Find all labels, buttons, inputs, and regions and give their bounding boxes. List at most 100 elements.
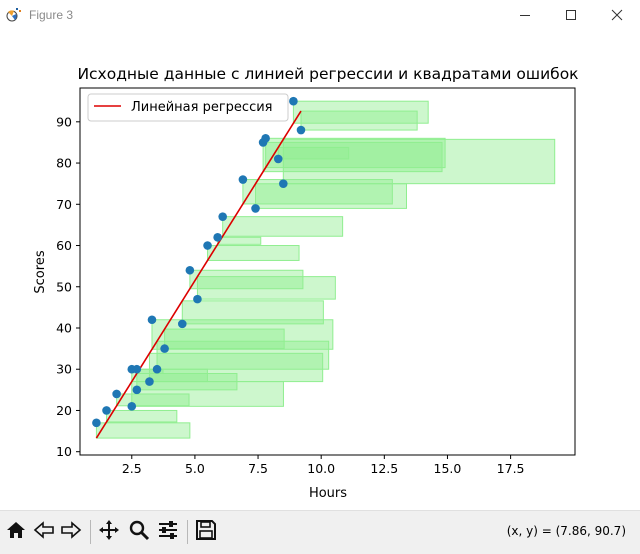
- navigation-toolbar: (x, y) = (7.86, 90.7): [0, 510, 640, 554]
- scatter-point: [92, 418, 101, 428]
- y-tick-label: 10: [56, 444, 72, 459]
- scatter-point: [147, 315, 157, 325]
- minimize-icon: [519, 6, 531, 25]
- error-square: [181, 300, 324, 325]
- y-tick-label: 80: [56, 156, 72, 171]
- y-axis-ticks: 10 20 30 40 50 60 70 80 90: [56, 114, 80, 459]
- maximize-icon: [565, 6, 577, 25]
- x-tick-label: 12.5: [370, 461, 398, 476]
- scatter-point: [102, 406, 111, 415]
- error-square: [277, 146, 350, 160]
- home-button[interactable]: [3, 519, 29, 545]
- scatter-point: [112, 389, 121, 399]
- scatter-point: [160, 344, 169, 353]
- error-square: [164, 328, 285, 350]
- y-tick-label: 30: [56, 362, 72, 377]
- error-square: [300, 110, 418, 131]
- y-tick-label: 60: [56, 238, 72, 253]
- back-button[interactable]: [31, 519, 57, 545]
- x-tick-label: 5.0: [185, 461, 205, 476]
- y-tick-label: 20: [56, 403, 72, 418]
- pan-button[interactable]: [96, 519, 122, 545]
- scatter-point: [193, 294, 202, 304]
- scatter-point: [177, 319, 187, 329]
- forward-button[interactable]: [58, 519, 84, 545]
- scatter-point: [296, 125, 306, 135]
- configure-subplots-button[interactable]: [155, 519, 181, 545]
- back-icon: [33, 519, 55, 545]
- toolbar-separator: [187, 520, 188, 544]
- scatter-point: [132, 364, 142, 374]
- scatter-point: [185, 265, 195, 275]
- y-tick-label: 40: [56, 320, 72, 335]
- error-square: [106, 409, 178, 423]
- zoom-button[interactable]: [126, 519, 152, 545]
- home-icon: [5, 519, 27, 545]
- chart-svg: Исходные данные с линией регрессии и ква…: [33, 65, 579, 501]
- scatter-point: [289, 96, 298, 106]
- x-tick-label: 2.5: [122, 461, 142, 476]
- error-squares: [95, 100, 556, 439]
- x-tick-label: 17.5: [497, 461, 525, 476]
- forward-icon: [60, 519, 82, 545]
- error-square: [131, 381, 284, 407]
- y-tick-label: 70: [56, 197, 72, 212]
- error-square: [222, 216, 344, 237]
- figure-canvas[interactable]: Исходные данные с линией регрессии и ква…: [0, 30, 640, 510]
- error-square: [207, 245, 300, 261]
- error-square: [189, 269, 304, 290]
- window-title: Figure 3: [29, 8, 74, 22]
- regression-line: [95, 110, 302, 439]
- scatter-point: [213, 232, 222, 242]
- scatter-point: [132, 385, 142, 395]
- pan-icon: [98, 519, 120, 545]
- data-points: [92, 96, 306, 428]
- configure-subplots-icon: [157, 519, 179, 545]
- y-tick-label: 90: [56, 114, 72, 129]
- error-square: [265, 137, 446, 169]
- scatter-point: [218, 212, 227, 221]
- error-square: [116, 393, 190, 407]
- maximize-button[interactable]: [548, 0, 594, 30]
- toolbar-separator: [90, 520, 91, 544]
- x-tick-label: 10.0: [307, 461, 335, 476]
- minimize-button[interactable]: [502, 0, 548, 30]
- x-axis-label: Hours: [309, 486, 347, 501]
- y-axis-label: Scores: [33, 250, 48, 293]
- matplotlib-icon: [6, 7, 24, 23]
- error-square: [196, 276, 336, 300]
- regression-line-layer: [95, 110, 302, 439]
- x-axis-ticks: 2.5 5.0 7.5 10.0 12.5 15.0 17.5: [122, 455, 525, 476]
- scatter-point: [261, 134, 270, 143]
- error-square: [292, 100, 429, 124]
- cursor-coordinates: (x, y) = (7.86, 90.7): [506, 524, 626, 538]
- legend: Линейная регрессия: [87, 93, 289, 122]
- scatter-point: [238, 175, 248, 184]
- scatter-point: [273, 154, 283, 164]
- save-icon: [195, 519, 217, 545]
- scatter-point: [127, 402, 137, 411]
- plot-frame: [79, 87, 576, 456]
- scatter-point: [203, 241, 212, 250]
- error-square: [148, 352, 324, 383]
- close-icon: [611, 6, 623, 25]
- error-square: [95, 422, 191, 439]
- chart-title: Исходные данные с линией регрессии и ква…: [77, 65, 578, 83]
- error-square: [255, 183, 407, 209]
- scatter-point: [279, 179, 288, 188]
- save-button[interactable]: [193, 519, 219, 545]
- error-square: [156, 340, 330, 370]
- y-tick-label: 50: [56, 279, 72, 294]
- legend-box: [87, 93, 289, 122]
- error-square: [217, 236, 262, 245]
- scatter-point: [145, 377, 154, 386]
- scatter-point: [152, 364, 162, 374]
- close-button[interactable]: [594, 0, 640, 30]
- scatter-point: [251, 204, 260, 213]
- x-tick-label: 15.0: [434, 461, 462, 476]
- zoom-icon: [128, 519, 150, 545]
- legend-label: Линейная регрессия: [131, 100, 272, 115]
- window-titlebar: Figure 3: [0, 0, 640, 30]
- error-square: [282, 138, 556, 185]
- x-tick-label: 7.5: [248, 461, 268, 476]
